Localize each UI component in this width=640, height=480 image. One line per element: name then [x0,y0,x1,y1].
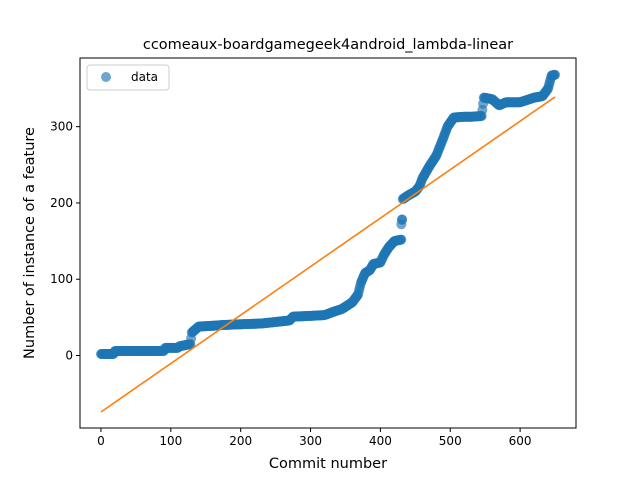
plot-area [95,69,561,359]
x-tick-label: 200 [229,434,252,448]
legend-marker [101,72,111,82]
legend-label: data [131,70,158,84]
fit-line-layer [100,96,556,413]
y-axis-label: Number of instance of a feature [22,127,38,359]
x-axis-ticks: 0 100 200 300 400 500 600 [97,428,532,448]
y-tick-label: 100 [50,272,73,286]
x-tick-label: 600 [509,434,532,448]
y-tick-label: 300 [50,120,73,134]
y-tick-label: 0 [65,349,73,363]
x-axis-label: Commit number [269,456,387,472]
x-tick-label: 400 [369,434,392,448]
x-tick-label: 0 [97,434,105,448]
x-tick-label: 500 [439,434,462,448]
legend: data [86,64,170,91]
legend-box [86,64,170,91]
data-point [397,214,408,225]
y-tick-label: 200 [50,196,73,210]
axes-frame [79,57,577,429]
x-tick-label: 300 [299,434,322,448]
y-axis-ticks: 0 100 200 300 [50,120,80,363]
data-point [550,69,561,80]
data-point [396,234,407,245]
fit-line [100,96,556,413]
chart-title: ccomeaux-boardgamegeek4android_lambda-li… [143,37,513,53]
x-tick-label: 100 [159,434,182,448]
